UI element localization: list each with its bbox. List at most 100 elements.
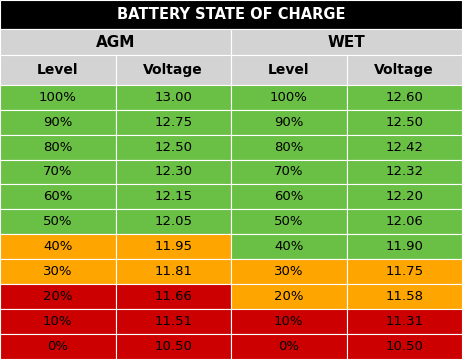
- Bar: [116, 109, 231, 135]
- Text: 0%: 0%: [278, 340, 299, 353]
- Bar: [116, 234, 231, 259]
- Text: 12.42: 12.42: [385, 141, 423, 154]
- Text: 0%: 0%: [47, 340, 68, 353]
- Text: 80%: 80%: [43, 141, 73, 154]
- Text: 12.05: 12.05: [154, 215, 192, 228]
- Bar: [231, 259, 346, 284]
- Text: 50%: 50%: [43, 215, 73, 228]
- Text: 11.90: 11.90: [385, 240, 423, 253]
- Bar: [0, 159, 116, 185]
- Text: 12.75: 12.75: [154, 116, 192, 129]
- Bar: [0, 85, 116, 109]
- Text: 12.06: 12.06: [385, 215, 423, 228]
- Bar: [346, 309, 462, 334]
- Text: 11.66: 11.66: [154, 290, 192, 303]
- Bar: [0, 185, 116, 209]
- Bar: [116, 55, 231, 85]
- Bar: [0, 284, 116, 309]
- Text: Level: Level: [37, 63, 79, 77]
- Bar: [231, 135, 346, 159]
- Bar: [116, 284, 231, 309]
- Text: 12.20: 12.20: [385, 190, 423, 204]
- Text: 13.00: 13.00: [154, 91, 192, 104]
- Bar: [0, 234, 116, 259]
- Bar: [0, 109, 116, 135]
- Bar: [116, 85, 231, 109]
- Text: BATTERY STATE OF CHARGE: BATTERY STATE OF CHARGE: [117, 7, 345, 22]
- Text: 50%: 50%: [274, 215, 304, 228]
- Text: 11.95: 11.95: [154, 240, 192, 253]
- Text: Voltage: Voltage: [143, 63, 203, 77]
- Text: 80%: 80%: [274, 141, 304, 154]
- Bar: [231, 159, 346, 185]
- Bar: [231, 334, 346, 359]
- Bar: [0, 309, 116, 334]
- Bar: [346, 185, 462, 209]
- Text: 60%: 60%: [274, 190, 304, 204]
- Text: 10.50: 10.50: [385, 340, 423, 353]
- Bar: [116, 209, 231, 234]
- Bar: [0, 209, 116, 234]
- Text: 12.60: 12.60: [385, 91, 423, 104]
- Bar: [346, 109, 462, 135]
- Text: 60%: 60%: [43, 190, 73, 204]
- Text: 100%: 100%: [39, 91, 77, 104]
- Text: 11.58: 11.58: [385, 290, 423, 303]
- Bar: [116, 259, 231, 284]
- Text: 11.31: 11.31: [385, 315, 423, 328]
- Bar: [0, 29, 231, 55]
- Text: 20%: 20%: [43, 290, 73, 303]
- Text: 40%: 40%: [274, 240, 304, 253]
- Text: 90%: 90%: [43, 116, 73, 129]
- Bar: [346, 259, 462, 284]
- Text: 11.51: 11.51: [154, 315, 192, 328]
- Text: 100%: 100%: [270, 91, 308, 104]
- Text: 12.32: 12.32: [385, 165, 423, 178]
- Bar: [346, 284, 462, 309]
- Bar: [231, 85, 346, 109]
- Text: Level: Level: [268, 63, 310, 77]
- Bar: [0, 259, 116, 284]
- Bar: [116, 185, 231, 209]
- Text: 11.75: 11.75: [385, 265, 423, 278]
- Bar: [0, 0, 462, 29]
- Text: 70%: 70%: [43, 165, 73, 178]
- Text: 30%: 30%: [43, 265, 73, 278]
- Text: 12.50: 12.50: [385, 116, 423, 129]
- Bar: [346, 135, 462, 159]
- Text: 12.15: 12.15: [154, 190, 192, 204]
- Text: WET: WET: [328, 35, 365, 50]
- Bar: [346, 234, 462, 259]
- Text: AGM: AGM: [96, 35, 135, 50]
- Bar: [346, 159, 462, 185]
- Text: 90%: 90%: [274, 116, 304, 129]
- Text: 10%: 10%: [43, 315, 73, 328]
- Text: 10%: 10%: [274, 315, 304, 328]
- Text: 12.30: 12.30: [154, 165, 192, 178]
- Bar: [0, 55, 116, 85]
- Text: 70%: 70%: [274, 165, 304, 178]
- Text: 12.50: 12.50: [154, 141, 192, 154]
- Bar: [231, 209, 346, 234]
- Bar: [346, 55, 462, 85]
- Bar: [116, 309, 231, 334]
- Text: 40%: 40%: [43, 240, 73, 253]
- Bar: [0, 135, 116, 159]
- Bar: [231, 29, 462, 55]
- Bar: [231, 185, 346, 209]
- Bar: [346, 85, 462, 109]
- Bar: [231, 109, 346, 135]
- Text: Voltage: Voltage: [374, 63, 434, 77]
- Bar: [116, 159, 231, 185]
- Bar: [231, 234, 346, 259]
- Bar: [231, 284, 346, 309]
- Text: 11.81: 11.81: [154, 265, 192, 278]
- Bar: [346, 334, 462, 359]
- Bar: [231, 309, 346, 334]
- Bar: [231, 55, 346, 85]
- Text: 20%: 20%: [274, 290, 304, 303]
- Bar: [116, 334, 231, 359]
- Text: 10.50: 10.50: [154, 340, 192, 353]
- Bar: [116, 135, 231, 159]
- Bar: [0, 334, 116, 359]
